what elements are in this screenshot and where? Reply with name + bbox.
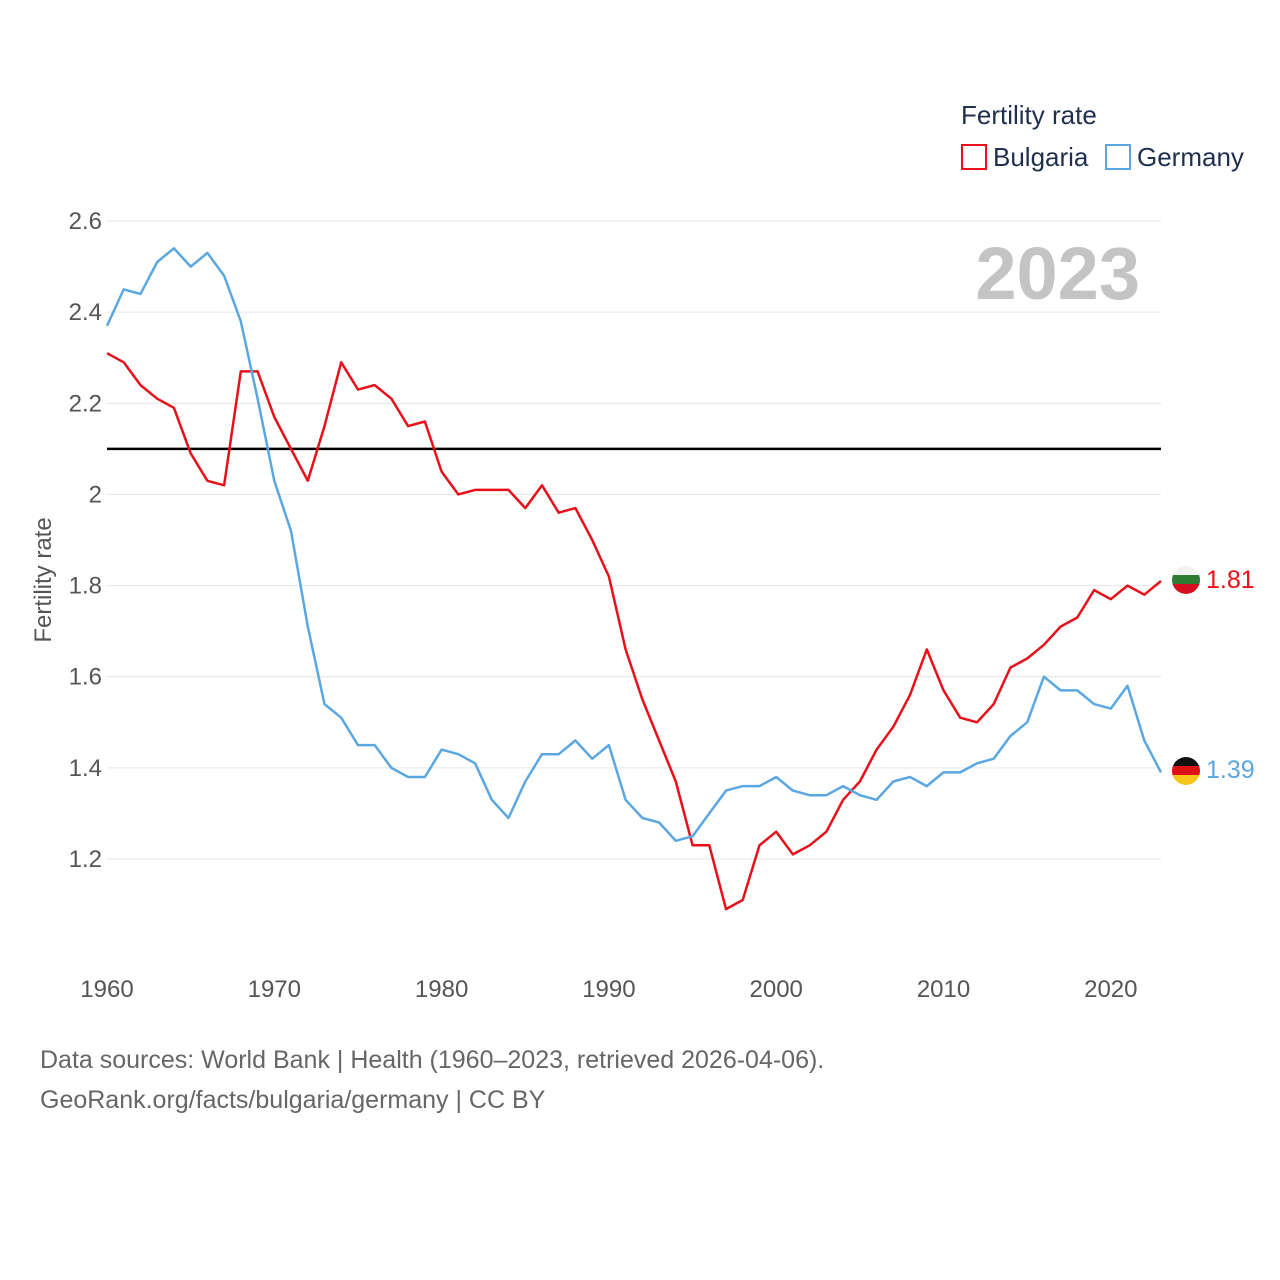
data-sources-text: Data sources: World Bank | Health (1960–… <box>40 1046 825 1074</box>
legend: Fertility rate Bulgaria Germany <box>961 100 1244 172</box>
x-axis-ticks: 1960 1970 1980 1990 2000 2010 2020 <box>80 976 1137 1003</box>
y-tick-label: 2.4 <box>69 299 102 326</box>
legend-label-germany: Germany <box>1137 142 1244 172</box>
legend-swatch-germany <box>1105 144 1131 170</box>
legend-swatch-bulgaria <box>961 144 987 170</box>
series-line-germany <box>105 247 1163 843</box>
credit-text: GeoRank.org/facts/bulgaria/germany | CC … <box>40 1086 546 1114</box>
x-tick-label: 1990 <box>582 976 635 1003</box>
y-tick-label: 2 <box>89 481 102 508</box>
source-note: Data sources: World Bank | Health (1960–… <box>40 1040 824 1120</box>
germany-end-value: 1.39 <box>1206 756 1255 784</box>
y-tick-label: 2.2 <box>69 390 102 417</box>
y-axis-ticks: 1.2 1.4 1.6 1.8 2 2.2 2.4 2.6 <box>69 208 102 873</box>
legend-title: Fertility rate <box>961 100 1097 130</box>
y-tick-label: 1.4 <box>69 755 102 782</box>
series-lines <box>105 247 1163 911</box>
germany-flag-icon <box>1172 757 1200 785</box>
x-tick-label: 2020 <box>1084 976 1137 1003</box>
y-tick-label: 1.6 <box>69 664 102 691</box>
x-tick-label: 1980 <box>415 976 468 1003</box>
x-tick-label: 2010 <box>917 976 970 1003</box>
series-line-bulgaria <box>106 352 1162 911</box>
y-tick-label: 2.6 <box>69 208 102 235</box>
bulgaria-end-value: 1.81 <box>1206 566 1255 594</box>
gridlines <box>107 220 1161 860</box>
bulgaria-flag-icon <box>1172 566 1200 594</box>
y-tick-label: 1.2 <box>69 846 102 873</box>
x-tick-label: 1960 <box>80 976 133 1003</box>
x-tick-label: 1970 <box>248 976 301 1003</box>
legend-label-bulgaria: Bulgaria <box>993 142 1089 172</box>
y-axis-title: Fertility rate <box>30 517 57 642</box>
x-tick-label: 2000 <box>750 976 803 1003</box>
year-stamp: 2023 <box>975 232 1140 315</box>
y-tick-label: 1.8 <box>69 573 102 600</box>
